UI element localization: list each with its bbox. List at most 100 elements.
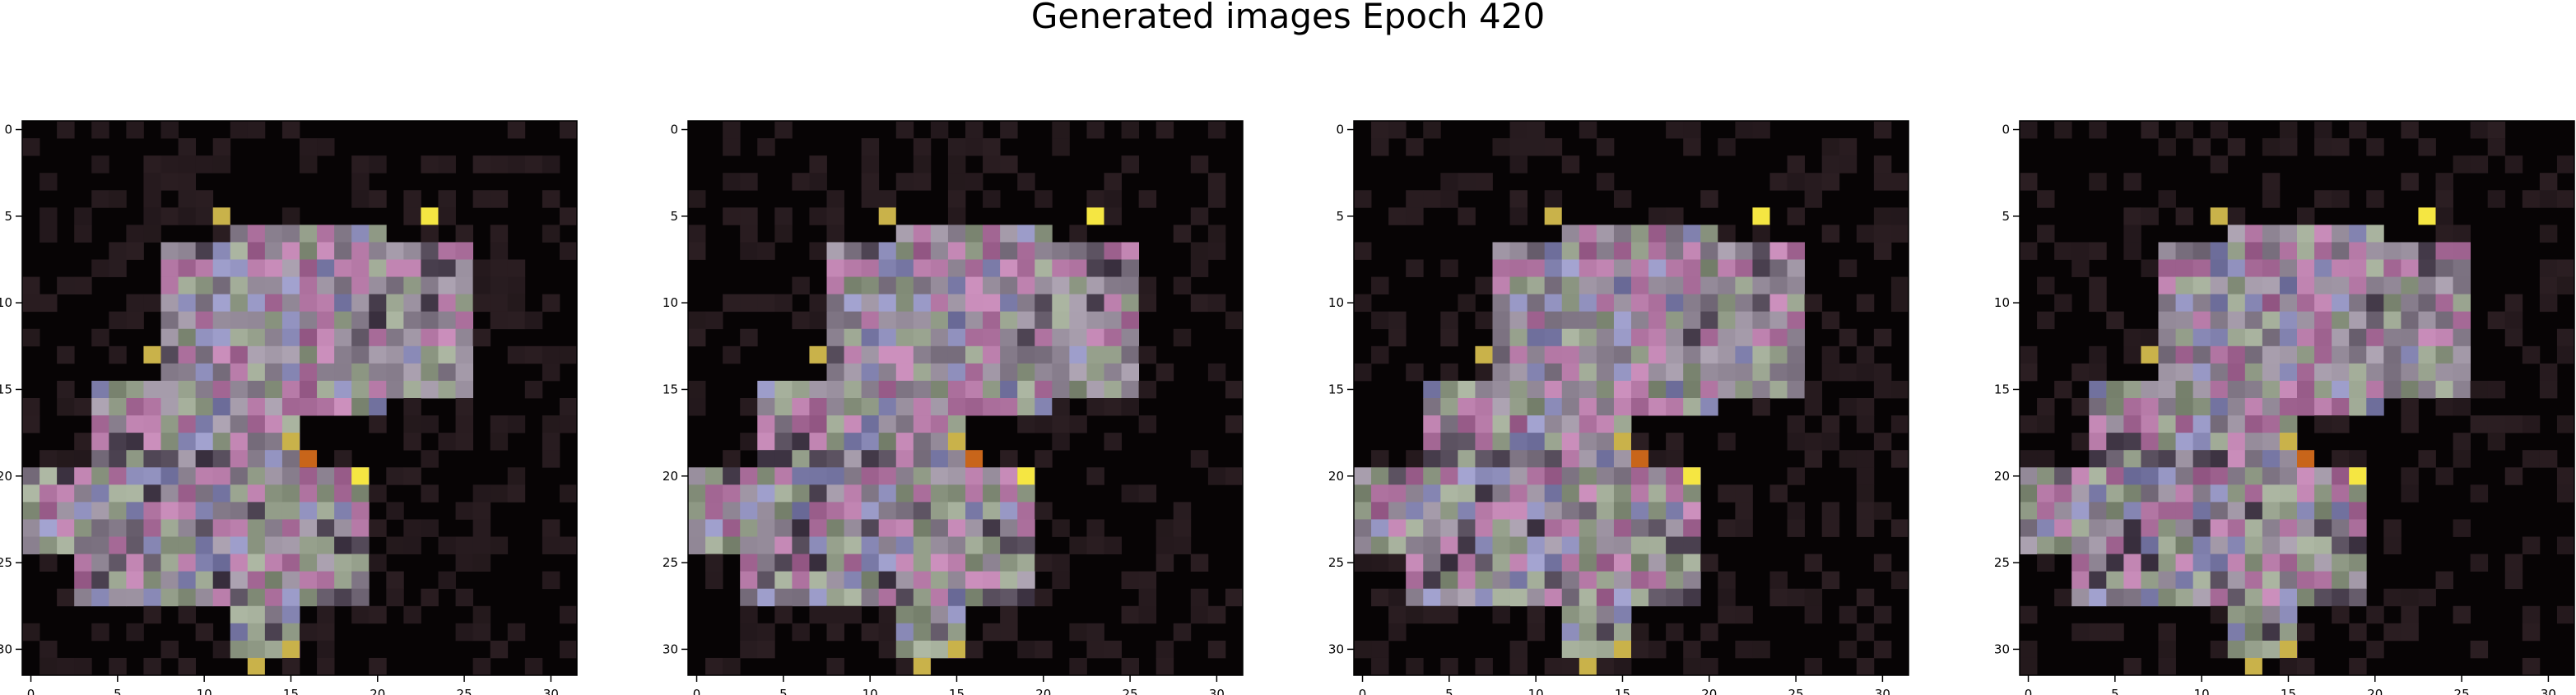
pixel-cell	[542, 571, 560, 590]
pixel-cell	[1371, 345, 1389, 364]
pixel-cell	[74, 484, 92, 503]
pixel-cell	[792, 433, 810, 451]
pixel-cell	[1787, 345, 1806, 364]
pixel-cell	[2366, 380, 2384, 399]
pixel-cell	[438, 345, 456, 364]
pixel-cell	[264, 502, 283, 520]
pixel-cell	[1579, 311, 1597, 330]
pixel-cell	[1017, 225, 1035, 243]
pixel-cell	[2244, 433, 2263, 451]
pixel-cell	[264, 554, 283, 572]
pixel-cell	[1856, 502, 1875, 520]
pixel-cell	[178, 484, 197, 503]
x-tick-label: 0	[27, 687, 35, 695]
pixel-cell	[895, 225, 914, 243]
pixel-cell	[1190, 605, 1209, 624]
pixel-cell	[878, 433, 897, 451]
pixel-cell	[1121, 328, 1140, 347]
pixel-cell	[878, 605, 897, 624]
pixel-cell	[2279, 415, 2298, 433]
pixel-cell	[559, 640, 578, 659]
pixel-cell	[2106, 554, 2124, 572]
pixel-cell	[300, 502, 318, 520]
pixel-cell	[861, 242, 880, 260]
pixel-cell	[178, 519, 197, 537]
pixel-cell	[212, 588, 231, 607]
pixel-cell	[913, 380, 932, 399]
pixel-cell	[212, 328, 231, 347]
pixel-cell	[403, 380, 421, 399]
pixel-cell	[507, 415, 526, 433]
pixel-cell	[369, 242, 387, 260]
pixel-cell	[542, 363, 560, 382]
pixel-cell	[1121, 345, 1140, 364]
pixel-cell	[1000, 328, 1018, 347]
pixel-cell	[160, 536, 179, 554]
pixel-cell	[2314, 242, 2332, 260]
pixel-cell	[2158, 259, 2176, 277]
pixel-cell	[1052, 433, 1070, 451]
bright-pixel	[2418, 207, 2436, 225]
pixel-cell	[1718, 294, 1736, 313]
pixel-cell	[2037, 554, 2055, 572]
pixel-cell	[1440, 415, 1458, 433]
pixel-cell	[913, 294, 932, 313]
pixel-cell	[1000, 605, 1018, 624]
pixel-cell	[1475, 415, 1493, 433]
pixel-cell	[1190, 554, 1209, 572]
pixel-cell	[542, 190, 560, 208]
pixel-cell	[2192, 380, 2211, 399]
pixel-cell	[264, 623, 283, 642]
pixel-cell	[1017, 502, 1035, 520]
pixel-cell	[22, 536, 40, 554]
pixel-cell	[1000, 345, 1018, 364]
pixel-cell	[861, 571, 880, 590]
pixel-cell	[2366, 640, 2384, 659]
pixel-cell	[1000, 450, 1018, 468]
pixel-cell	[2210, 380, 2229, 399]
pixel-cell	[57, 588, 75, 607]
pixel-cell	[126, 294, 144, 313]
pixel-cell	[1839, 155, 1858, 174]
pixel-cell	[2470, 155, 2489, 174]
pixel-cell	[559, 345, 578, 364]
pixel-cell	[1155, 363, 1174, 382]
pixel-cell	[143, 380, 161, 399]
pixel-cell	[1561, 467, 1580, 485]
pixel-cell	[844, 588, 863, 607]
pixel-cell	[1492, 433, 1510, 451]
pixel-cell	[126, 380, 144, 399]
pixel-cell	[895, 536, 914, 554]
pixel-cell	[1017, 345, 1035, 364]
pixel-cell	[109, 259, 127, 277]
pixel-cell	[1718, 242, 1736, 260]
pixel-cell	[1509, 138, 1528, 156]
pixel-cell	[281, 484, 300, 503]
pixel-cell	[947, 484, 966, 503]
y-tick-label: 25	[0, 555, 12, 570]
pixel-cell	[109, 398, 127, 416]
pixel-cell	[1509, 536, 1528, 554]
pixel-cell	[1017, 173, 1035, 191]
pixel-cell	[1769, 571, 1788, 590]
pixel-cell	[2192, 276, 2211, 295]
pixel-cell	[2020, 345, 2038, 364]
pixel-cell	[688, 467, 706, 485]
pixel-cell	[2279, 276, 2298, 295]
pixel-cell	[2453, 380, 2471, 399]
pixel-cell	[1440, 554, 1458, 572]
pixel-cell	[230, 554, 249, 572]
pixel-cell	[2123, 588, 2141, 607]
pixel-cell	[947, 554, 966, 572]
pixel-cell	[2175, 588, 2194, 607]
pixel-cell	[2210, 363, 2229, 382]
pixel-cell	[1000, 121, 1018, 139]
pixel-cell	[2349, 276, 2367, 295]
pixel-cell	[542, 536, 560, 554]
pixel-cell	[792, 450, 810, 468]
pixel-cell	[369, 363, 387, 382]
pixel-cell	[455, 588, 474, 607]
pixel-cell	[2141, 554, 2159, 572]
pixel-cell	[109, 571, 127, 590]
pixel-cell	[57, 657, 75, 676]
